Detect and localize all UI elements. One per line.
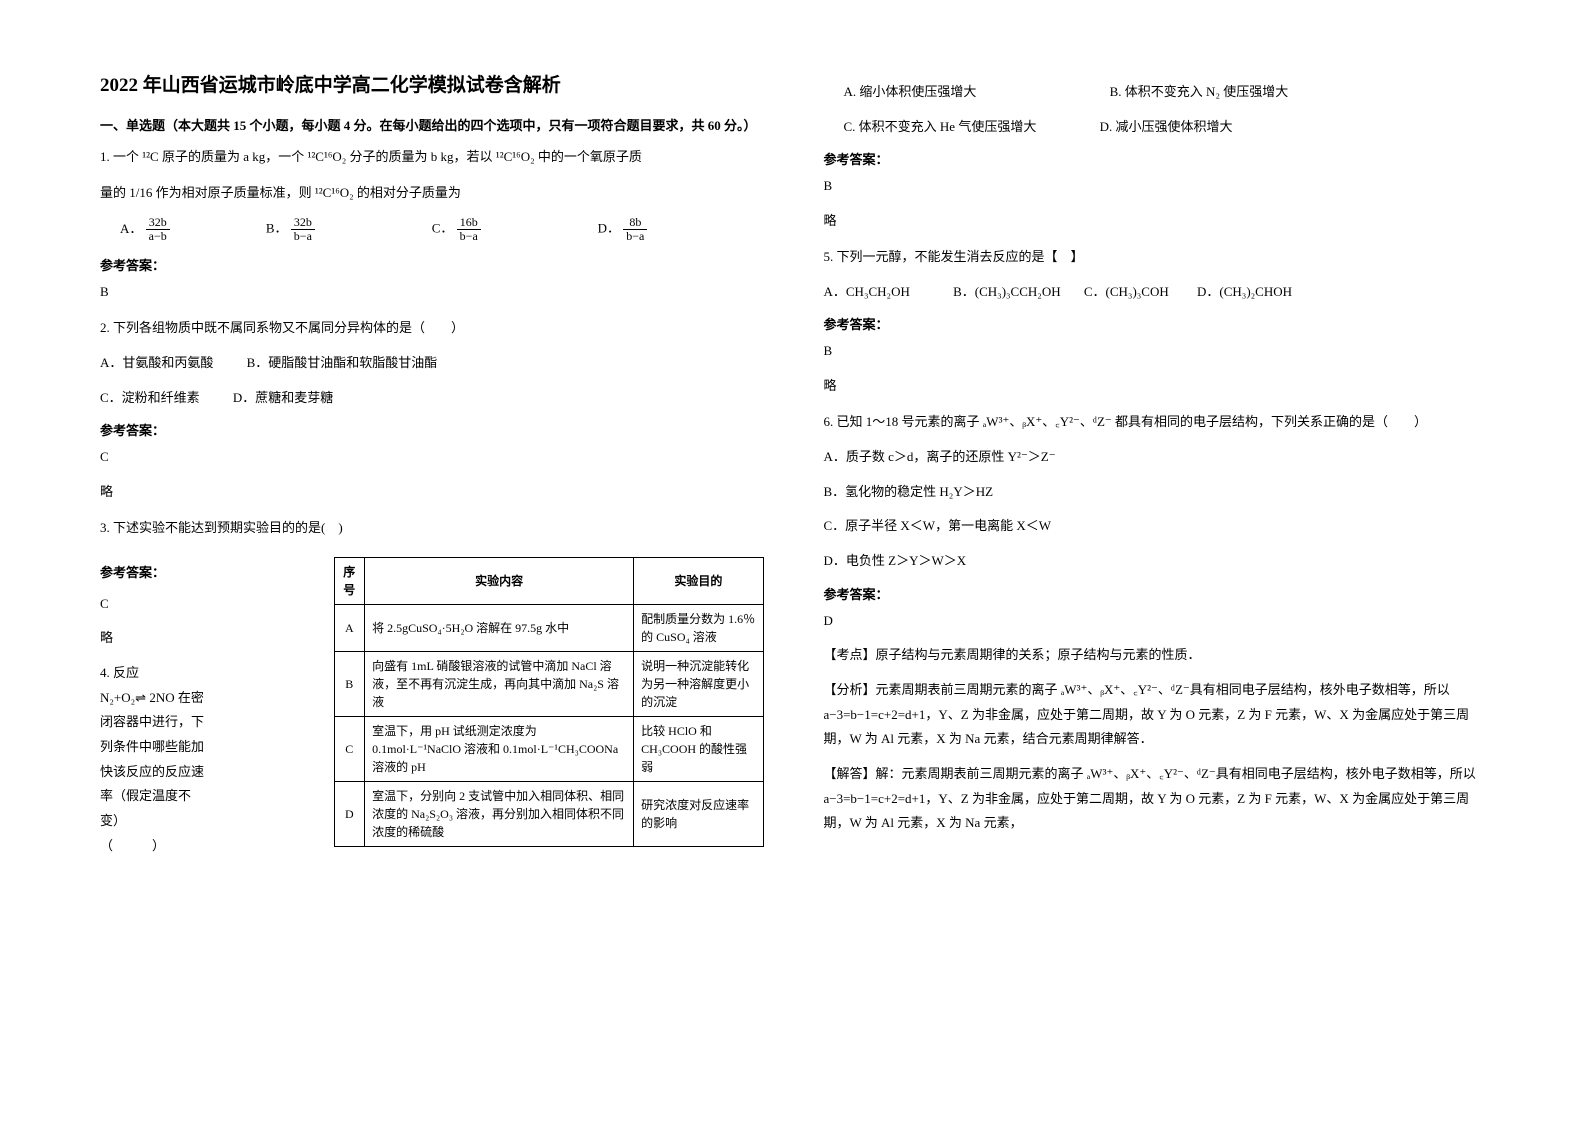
table-row: D 室温下，分别向 2 支试管中加入相同体积、相同浓度的 Na₂S₂O₃ 溶液，… — [334, 781, 763, 846]
q5-opts: A．CH₃CH₂OH B．(CH₃)₃CCH₂OH C．(CH₃)₃COH D．… — [824, 280, 1488, 305]
answer-label: 参考答案： — [824, 149, 1488, 168]
q1-answer: B — [100, 280, 764, 305]
table-row: C 室温下，用 pH 试纸测定浓度为 0.1mol·L⁻¹NaClO 溶液和 0… — [334, 716, 763, 781]
q6-stem: 6. 已知 1～18 号元素的离子 ₐW³⁺、ᵦX⁺、꜀Y²⁻、ᵈZ⁻ 都具有相… — [824, 409, 1488, 435]
q5-stem: 5. 下列一元醇，不能发生消去反应的是【 】 — [824, 244, 1488, 270]
q2-answer: C — [100, 445, 764, 470]
q2-stem: 2. 下列各组物质中既不属同系物又不属同分异构体的是（ ） — [100, 315, 764, 341]
q6-opt-c: C．原子半径 X＜W，第一电离能 X＜W — [824, 514, 1488, 539]
table-header: 序号 实验内容 实验目的 — [334, 557, 763, 604]
q1-line1: 1. 一个 ¹²C 原子的质量为 a kg，一个 ¹²C¹⁶O₂ 分子的质量为 … — [100, 144, 764, 170]
left-column: 2022 年山西省运城市岭底中学高二化学模拟试卷含解析 一、单选题（本大题共 1… — [100, 70, 764, 858]
q4-note: 略 — [824, 209, 1488, 234]
th-purpose: 实验目的 — [634, 557, 763, 604]
q1-options: A． 32b a−b B． 32b b−a C． 16b b−a — [100, 216, 764, 243]
q3-stem: 3. 下述实验不能达到预期实验目的的是( ) — [100, 515, 764, 541]
q4-line1: 4. 反应 — [100, 661, 210, 686]
doc-title: 2022 年山西省运城市岭底中学高二化学模拟试卷含解析 — [100, 70, 764, 97]
table-row: A 将 2.5gCuSO₄·5H₂O 溶解在 97.5g 水中 配制质量分数为 … — [334, 604, 763, 651]
q6-exp-jd: 【解答】解：元素周期表前三周期元素的离子 ₐW³⁺、ᵦX⁺、꜀Y²⁻、ᵈZ⁻具有… — [824, 762, 1488, 836]
page-root: 2022 年山西省运城市岭底中学高二化学模拟试卷含解析 一、单选题（本大题共 1… — [0, 0, 1587, 898]
q4-answer: B — [824, 174, 1488, 199]
q3-q4-block: 序号 实验内容 实验目的 A 将 2.5gCuSO₄·5H₂O 溶解在 97.5… — [100, 551, 764, 859]
table-row: B 向盛有 1mL 硝酸银溶液的试管中滴加 NaCl 溶液，至不再有沉淀生成，再… — [334, 651, 763, 716]
q3-answer: C — [100, 592, 210, 617]
q1-opt-a: A． 32b a−b — [100, 216, 266, 243]
right-column: A. 缩小体积使压强增大 B. 体积不变充入 N₂ 使压强增大 C. 体积不变充… — [824, 70, 1488, 858]
q1-frac-a: 32b a−b — [146, 216, 170, 243]
q3-note: 略 — [100, 626, 210, 651]
q4-paren: （ ） — [100, 834, 210, 859]
experiment-table: 序号 实验内容 实验目的 A 将 2.5gCuSO₄·5H₂O 溶解在 97.5… — [334, 557, 764, 847]
q1-frac-d: 8b b−a — [623, 216, 647, 243]
q4-opts-ab: A. 缩小体积使压强增大 B. 体积不变充入 N₂ 使压强增大 — [824, 80, 1488, 105]
q4-line2: N₂+O₂⇌ 2NO 在密闭容器中进行，下列条件中哪些能加快该反应的反应速率（假… — [100, 686, 210, 834]
q1-line2: 量的 1/16 作为相对原子质量标准，则 ¹²C¹⁶O₂ 的相对分子质量为 — [100, 180, 764, 206]
q2-opts-cd: C．淀粉和纤维素 D．蔗糖和麦芽糖 — [100, 386, 764, 411]
answer-label: 参考答案： — [100, 561, 210, 586]
section-header: 一、单选题（本大题共 15 个小题，每小题 4 分。在每小题给出的四个选项中，只… — [100, 115, 764, 134]
th-no: 序号 — [334, 557, 365, 604]
q5-answer: B — [824, 339, 1488, 364]
answer-label: 参考答案： — [100, 255, 764, 274]
q6-opt-a: A．质子数 c＞d，离子的还原性 Y²⁻＞Z⁻ — [824, 445, 1488, 470]
answer-label: 参考答案： — [100, 420, 764, 439]
answer-label: 参考答案： — [824, 584, 1488, 603]
q6-opt-d: D．电负性 Z＞Y＞W＞X — [824, 549, 1488, 574]
q1-opt-d: D． 8b b−a — [598, 216, 764, 243]
left-float-block: 参考答案： C 略 4. 反应 N₂+O₂⇌ 2NO 在密闭容器中进行，下列条件… — [100, 551, 210, 859]
q6-exp-fx: 【分析】元素周期表前三周期元素的离子 ₐW³⁺、ᵦX⁺、꜀Y²⁻、ᵈZ⁻具有相同… — [824, 678, 1488, 752]
q1-opt-b: B． 32b b−a — [266, 216, 432, 243]
q1-opt-c: C． 16b b−a — [432, 216, 598, 243]
q1-frac-c: 16b b−a — [457, 216, 481, 243]
answer-label: 参考答案： — [824, 314, 1488, 333]
q4-opts-cd: C. 体积不变充入 He 气使压强增大 D. 减小压强使体积增大 — [824, 115, 1488, 140]
q2-opts-ab: A．甘氨酸和丙氨酸 B．硬脂酸甘油酯和软脂酸甘油酯 — [100, 351, 764, 376]
q6-exp-kd: 【考点】原子结构与元素周期律的关系；原子结构与元素的性质． — [824, 643, 1488, 668]
q5-note: 略 — [824, 374, 1488, 399]
q6-answer: D — [824, 609, 1488, 634]
th-content: 实验内容 — [365, 557, 634, 604]
q2-note: 略 — [100, 480, 764, 505]
q1-frac-b: 32b b−a — [291, 216, 315, 243]
q6-opt-b: B．氢化物的稳定性 H₂Y＞HZ — [824, 480, 1488, 505]
